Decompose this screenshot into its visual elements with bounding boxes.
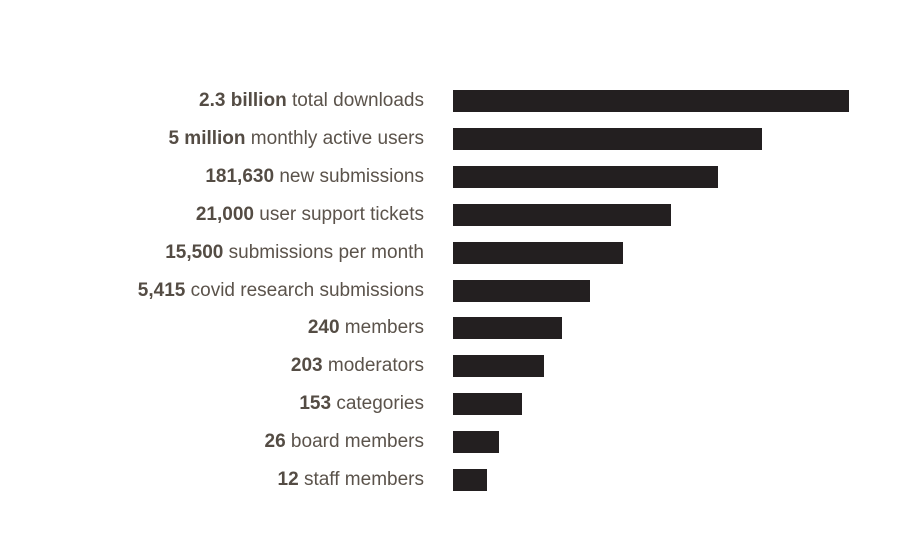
bar-label: 5,415 covid research submissions: [138, 280, 424, 302]
bar-label-text: new submissions: [274, 166, 424, 187]
bar-label-text: staff members: [298, 469, 424, 490]
bar-label: 181,630 new submissions: [205, 166, 424, 188]
bar-label-value: 181,630: [205, 166, 275, 187]
bar: [453, 204, 671, 226]
bar-label: 203 moderators: [291, 355, 424, 377]
bar-label: 240 members: [308, 317, 424, 339]
bar-label-text: board members: [285, 431, 424, 452]
bar: [453, 431, 499, 453]
bar-label-text: covid research submissions: [185, 280, 424, 301]
bar: [453, 317, 562, 339]
bar-label: 5 million monthly active users: [168, 128, 424, 150]
bar-label-text: members: [339, 317, 424, 338]
bar-label-text: categories: [331, 393, 424, 414]
bar-label-value: 26: [264, 431, 286, 452]
bar-label-text: user support tickets: [253, 204, 424, 225]
bar-label: 21,000 user support tickets: [196, 204, 424, 226]
bar-label-value: 153: [299, 393, 332, 414]
bar-label-text: submissions per month: [223, 242, 424, 263]
bar: [453, 469, 487, 491]
bar-label-value: 5 million: [168, 128, 246, 149]
bar: [453, 355, 544, 377]
bar-label: 153 categories: [299, 393, 424, 415]
bar-label: 2.3 billion total downloads: [199, 90, 424, 112]
bar-label-text: monthly active users: [245, 128, 424, 149]
bar: [453, 90, 849, 112]
bar: [453, 280, 590, 302]
bar-label-value: 240: [307, 317, 340, 338]
bar-label-value: 15,500: [165, 242, 224, 263]
bar: [453, 166, 718, 188]
bar-label-text: total downloads: [286, 90, 424, 111]
bar-label: 12 staff members: [278, 469, 424, 491]
bar-label-text: moderators: [322, 355, 424, 376]
bar-label-value: 5,415: [137, 280, 186, 301]
bar-label-value: 203: [290, 355, 323, 376]
bar: [453, 242, 623, 264]
bar: [453, 128, 762, 150]
bar-label: 15,500 submissions per month: [165, 242, 424, 264]
bar: [453, 393, 522, 415]
bar-label-value: 2.3 billion: [199, 90, 287, 111]
bar-label: 26 board members: [265, 431, 424, 453]
bar-label-value: 12: [277, 469, 299, 490]
bar-label-value: 21,000: [195, 204, 254, 225]
